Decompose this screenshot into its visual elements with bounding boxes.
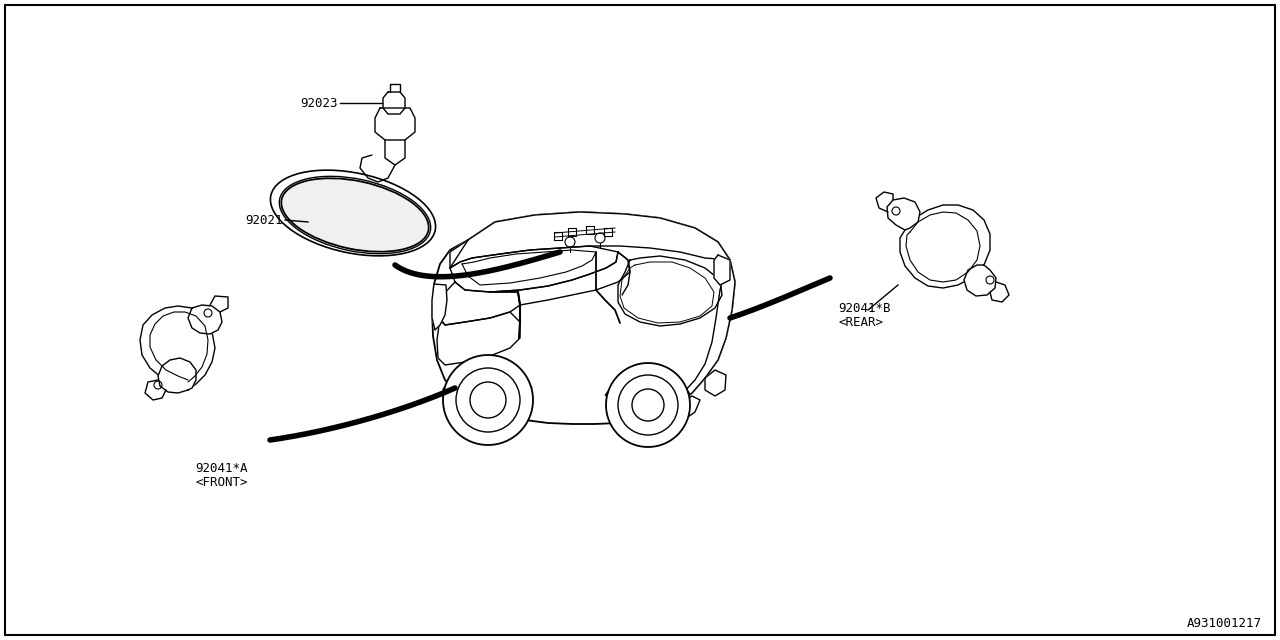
Polygon shape (436, 312, 520, 365)
Text: <FRONT>: <FRONT> (195, 476, 247, 488)
Text: A931001217: A931001217 (1187, 617, 1262, 630)
Circle shape (470, 382, 506, 418)
Polygon shape (964, 265, 996, 296)
Polygon shape (375, 108, 415, 140)
Ellipse shape (282, 179, 429, 252)
Circle shape (618, 375, 678, 435)
Polygon shape (618, 256, 722, 326)
Polygon shape (618, 260, 735, 425)
Ellipse shape (270, 170, 435, 256)
Polygon shape (451, 240, 618, 292)
Polygon shape (618, 396, 700, 436)
Ellipse shape (282, 179, 429, 252)
Polygon shape (705, 370, 726, 396)
Circle shape (605, 363, 690, 447)
Text: 92023: 92023 (301, 97, 338, 109)
Polygon shape (714, 255, 730, 285)
Circle shape (632, 389, 664, 421)
Polygon shape (157, 358, 196, 393)
Polygon shape (451, 212, 730, 268)
Polygon shape (385, 140, 404, 165)
Text: <REAR>: <REAR> (838, 316, 883, 328)
Text: 92021: 92021 (246, 214, 283, 227)
Polygon shape (490, 252, 630, 305)
Circle shape (443, 355, 532, 445)
Polygon shape (433, 212, 735, 424)
Polygon shape (188, 305, 221, 334)
Text: 92041*B: 92041*B (838, 301, 891, 314)
Circle shape (456, 368, 520, 432)
Polygon shape (140, 306, 215, 390)
Polygon shape (438, 282, 520, 325)
Ellipse shape (279, 176, 430, 253)
Polygon shape (900, 205, 989, 288)
Polygon shape (383, 92, 404, 114)
Polygon shape (887, 198, 920, 230)
Polygon shape (433, 284, 447, 330)
Text: 92041*A: 92041*A (195, 461, 247, 474)
